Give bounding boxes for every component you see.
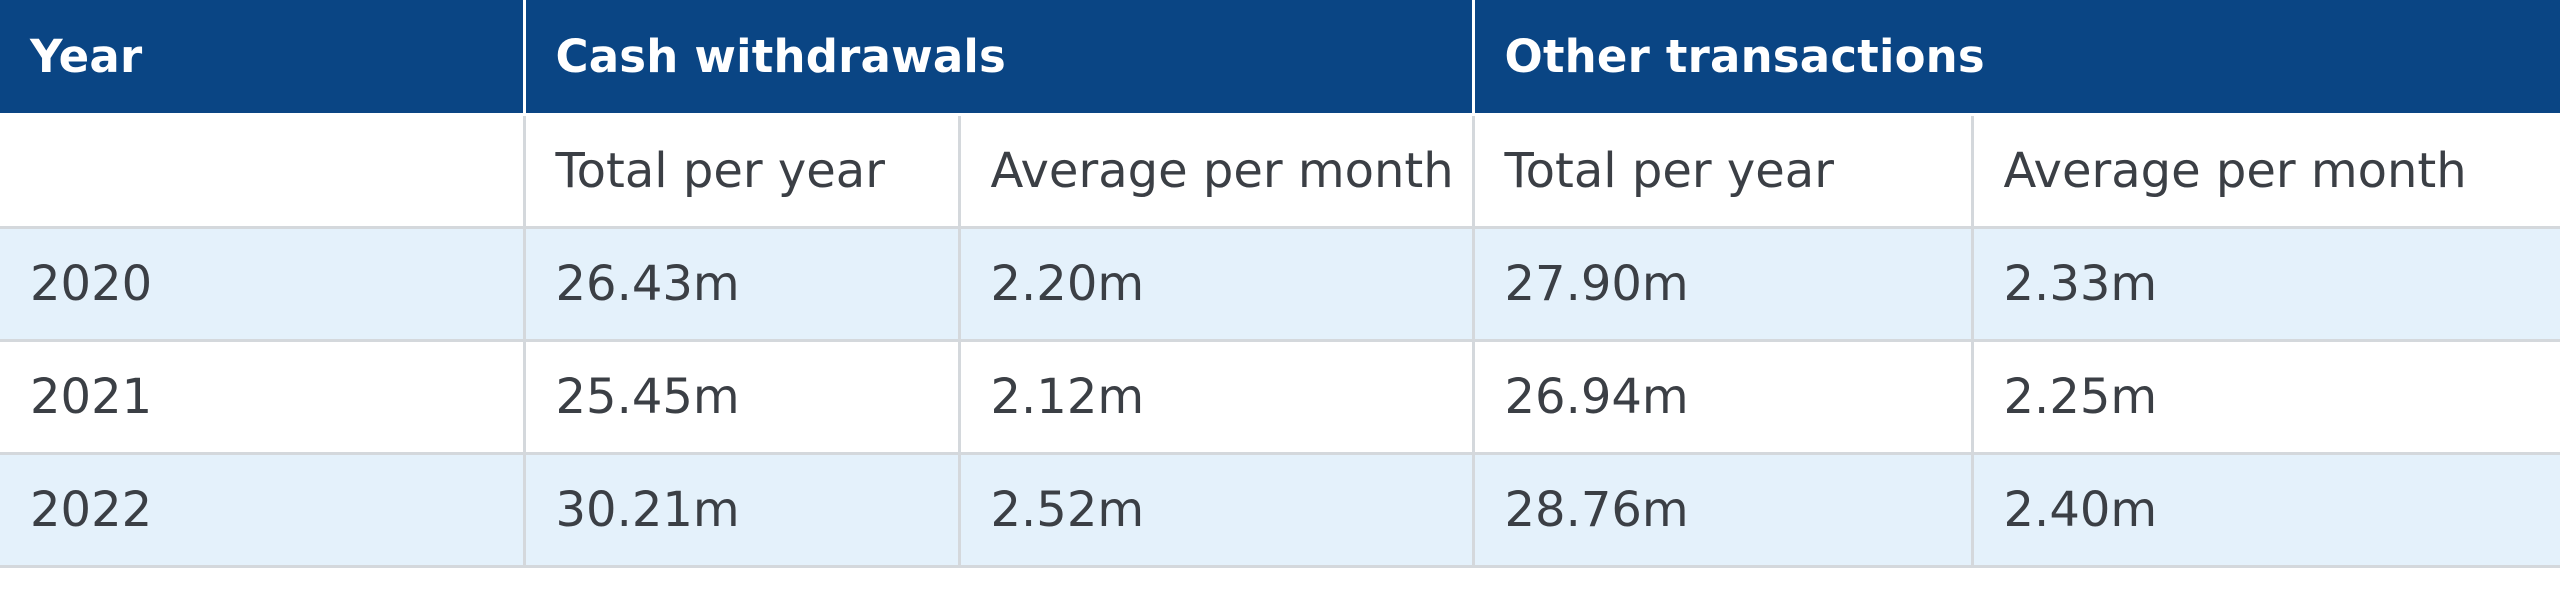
cell-cash-average: 2.12m <box>957 340 1474 455</box>
table-row: 2020 26.43m 2.20m 27.90m 2.33m <box>0 227 2560 342</box>
cell-cash-total: 25.45m <box>522 340 959 455</box>
cell-cash-average: 2.52m <box>957 453 1474 568</box>
cell-other-average: 2.25m <box>1970 340 2560 455</box>
table-row: 2021 25.45m 2.12m 26.94m 2.25m <box>0 340 2560 455</box>
cell-year: 2020 <box>0 227 524 342</box>
cell-other-average: 2.33m <box>1970 227 2560 342</box>
header-cash-withdrawals: Cash withdrawals <box>522 0 1474 116</box>
cell-cash-total: 30.21m <box>522 453 959 568</box>
cell-cash-average: 2.20m <box>957 227 1474 342</box>
cell-year: 2022 <box>0 453 524 568</box>
header-year: Year <box>0 0 524 116</box>
cell-other-total: 27.90m <box>1471 227 1973 342</box>
cell-year: 2021 <box>0 340 524 455</box>
cell-other-total: 28.76m <box>1471 453 1973 568</box>
subheader-year-blank <box>0 114 524 229</box>
cell-other-average: 2.40m <box>1970 453 2560 568</box>
subheader-other-total: Total per year <box>1471 114 1973 229</box>
header-row: Year Cash withdrawals Other transactions <box>0 0 2560 116</box>
cell-other-total: 26.94m <box>1471 340 1973 455</box>
header-other-transactions: Other transactions <box>1471 0 2560 116</box>
subheader-cash-total: Total per year <box>522 114 959 229</box>
subheader-row: Total per year Average per month Total p… <box>0 114 2560 229</box>
data-table: Year Cash withdrawals Other transactions… <box>0 0 2560 568</box>
table-row: 2022 30.21m 2.52m 28.76m 2.40m <box>0 453 2560 568</box>
cell-cash-total: 26.43m <box>522 227 959 342</box>
subheader-other-average: Average per month <box>1970 114 2560 229</box>
subheader-cash-average: Average per month <box>957 114 1474 229</box>
